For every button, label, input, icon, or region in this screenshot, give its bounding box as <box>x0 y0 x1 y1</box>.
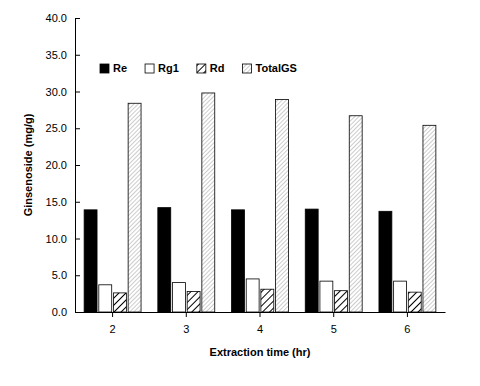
bar <box>99 285 112 312</box>
bar <box>232 210 245 312</box>
legend-item: TotalGS <box>243 62 297 74</box>
y-axis: 0.0 5.0 10.0 15.0 20.0 25.0 30.0 35.0 40.0 <box>46 12 80 318</box>
y-tick-mark <box>75 165 80 166</box>
legend-label: TotalGS <box>256 62 297 74</box>
y-tick: 15.0 <box>46 196 80 208</box>
y-tick-label: 5.0 <box>52 269 67 281</box>
legend-item: Re <box>100 62 127 74</box>
x-tick-mark <box>407 312 408 317</box>
x-axis: 2 3 4 5 6 <box>76 312 446 335</box>
bars <box>84 93 436 312</box>
y-tick-label: 10.0 <box>46 233 67 245</box>
bar <box>187 291 200 312</box>
y-tick: 35.0 <box>46 49 80 61</box>
y-tick-label: 0.0 <box>52 306 67 318</box>
bar <box>158 208 171 312</box>
y-axis-title: Ginsenoside (mg/g) <box>22 113 34 216</box>
x-tick: 5 <box>331 312 337 335</box>
x-tick: 2 <box>110 312 116 335</box>
y-tick-label: 20.0 <box>46 159 67 171</box>
y-tick: 40.0 <box>46 12 80 24</box>
legend: Re Rg1 Rd TotalGS <box>100 62 297 74</box>
x-tick-mark <box>112 312 113 317</box>
y-tick: 20.0 <box>46 159 80 171</box>
x-tick-label: 3 <box>183 323 189 335</box>
y-tick: 30.0 <box>46 86 80 98</box>
legend-swatch <box>145 64 154 73</box>
x-tick-label: 2 <box>110 323 116 335</box>
y-tick: 25.0 <box>46 122 80 134</box>
legend-item: Rd <box>197 62 225 74</box>
x-tick-mark <box>186 312 187 317</box>
y-tick-mark <box>75 239 80 240</box>
bar <box>128 103 141 312</box>
x-tick-mark <box>260 312 261 317</box>
bar <box>173 283 186 312</box>
legend-swatch <box>197 64 206 73</box>
legend-swatch <box>100 64 109 73</box>
bar <box>320 281 333 312</box>
bar <box>202 93 215 312</box>
bar <box>335 291 348 312</box>
y-tick: 10.0 <box>46 233 80 245</box>
y-tick-mark <box>75 55 80 56</box>
chart: 0.0 5.0 10.0 15.0 20.0 25.0 30.0 35.0 40.0 2 3 4 5 6 E… <box>0 0 480 386</box>
legend-item: Rg1 <box>145 62 179 74</box>
x-tick: 4 <box>257 312 263 335</box>
bar <box>276 100 289 312</box>
bar <box>394 281 407 312</box>
bar <box>261 289 274 312</box>
y-tick-mark <box>75 275 80 276</box>
bar <box>305 209 318 312</box>
bar <box>379 211 392 312</box>
legend-swatch <box>243 64 252 73</box>
legend-label: Rd <box>210 62 225 74</box>
x-axis-title: Extraction time (hr) <box>210 346 311 358</box>
legend-label: Rg1 <box>158 62 179 74</box>
bar <box>349 116 362 312</box>
bar <box>113 293 126 312</box>
y-tick-label: 30.0 <box>46 86 67 98</box>
y-tick-label: 15.0 <box>46 196 67 208</box>
y-tick-label: 40.0 <box>46 12 67 24</box>
plot: 0.0 5.0 10.0 15.0 20.0 25.0 30.0 35.0 40.0 2 3 4 5 6 <box>46 12 446 335</box>
x-tick-label: 6 <box>404 323 410 335</box>
x-tick-label: 5 <box>331 323 337 335</box>
x-tick-label: 4 <box>257 323 263 335</box>
x-tick: 3 <box>183 312 189 335</box>
y-tick: 5.0 <box>52 269 80 281</box>
y-tick-mark <box>75 18 80 19</box>
y-tick-label: 35.0 <box>46 49 67 61</box>
y-tick-mark <box>75 92 80 93</box>
y-tick-mark <box>75 128 80 129</box>
bar <box>84 210 97 312</box>
legend-label: Re <box>113 62 127 74</box>
x-tick: 6 <box>404 312 410 335</box>
y-tick-mark <box>75 202 80 203</box>
bar <box>408 292 421 312</box>
x-tick-mark <box>333 312 334 317</box>
bar <box>246 279 259 312</box>
y-tick-label: 25.0 <box>46 122 67 134</box>
bar <box>423 125 436 312</box>
